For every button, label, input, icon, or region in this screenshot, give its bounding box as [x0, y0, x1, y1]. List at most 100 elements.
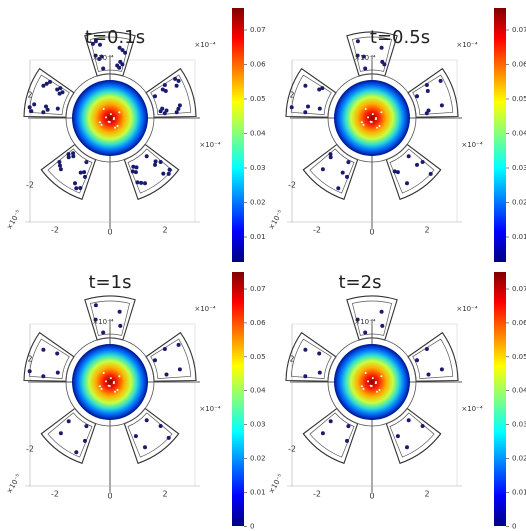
- particle: [380, 324, 384, 328]
- particle: [415, 94, 419, 98]
- axis-label: ×10⁻⁴: [461, 405, 482, 413]
- particle: [367, 116, 369, 118]
- particle: [290, 105, 294, 109]
- colorbar: [494, 272, 506, 526]
- particle: [153, 358, 157, 362]
- blade-inner: [151, 75, 191, 115]
- axis-label: ×10⁻⁴: [456, 41, 477, 49]
- panel: t=0.1s×10⁻⁴×10⁻⁴×10⁻⁴2-2-202×10⁻⁵0.070.0…: [5, 8, 266, 262]
- colorbar: [232, 8, 244, 262]
- particle: [101, 124, 103, 126]
- particle: [429, 172, 433, 176]
- particle: [303, 348, 307, 352]
- particle: [67, 419, 71, 423]
- colorbar-tick-label: 0.02: [512, 455, 526, 463]
- particle: [375, 382, 377, 384]
- colorbar: [232, 272, 244, 526]
- axis-label: -2: [26, 445, 34, 454]
- axis-label: 2: [289, 355, 294, 364]
- particle: [84, 424, 88, 428]
- particle: [415, 163, 419, 167]
- particle: [345, 439, 349, 443]
- particle: [380, 375, 382, 377]
- particle: [407, 418, 411, 422]
- axis-label: ×10⁻⁴: [92, 54, 113, 62]
- blade-inner: [291, 75, 331, 115]
- particle: [118, 375, 120, 377]
- blade-inner: [310, 149, 354, 193]
- particle: [303, 374, 307, 378]
- axis-label: 2: [27, 91, 32, 100]
- particle: [41, 348, 45, 352]
- particle: [123, 51, 127, 55]
- particle: [28, 369, 32, 373]
- particle: [114, 391, 116, 393]
- particle: [59, 431, 63, 435]
- particle: [367, 380, 369, 382]
- axis-label: -2: [313, 226, 321, 235]
- particle: [167, 172, 171, 176]
- particle: [346, 160, 350, 164]
- particle: [61, 90, 65, 94]
- particle: [363, 388, 365, 390]
- particle: [145, 154, 149, 158]
- particle: [440, 103, 444, 107]
- colorbar-tick-label: 0.07: [512, 26, 526, 34]
- particle: [439, 79, 443, 83]
- colorbar-tick-label: 0.04: [250, 387, 266, 395]
- particle: [99, 121, 101, 123]
- axis-label: 2: [424, 490, 429, 499]
- particle: [382, 62, 386, 66]
- particle: [168, 168, 172, 172]
- particle: [57, 160, 61, 164]
- particle: [173, 77, 177, 81]
- particle: [101, 331, 105, 335]
- colorbar-tick-label: 0.02: [512, 199, 526, 207]
- particle: [376, 391, 378, 393]
- particle: [58, 86, 62, 90]
- particle: [329, 152, 333, 156]
- colorbar-tick-label: 0.07: [250, 285, 266, 293]
- particle: [336, 186, 340, 190]
- axis-label: ×10⁻⁵: [5, 209, 23, 232]
- axis-label: -2: [288, 181, 296, 190]
- axis-label: 0: [107, 492, 112, 501]
- particle: [396, 434, 400, 438]
- particle: [165, 373, 169, 377]
- particle: [94, 303, 98, 307]
- colorbar-tick-label: 0.05: [250, 95, 266, 103]
- concentration-disc: [72, 80, 148, 156]
- particle: [74, 450, 78, 454]
- particle: [361, 385, 363, 387]
- colorbar-tick-label: 0.04: [512, 387, 526, 395]
- colorbar-tick-label: 0.05: [250, 353, 266, 361]
- particle: [131, 169, 135, 173]
- particle: [425, 83, 429, 87]
- colorbar-tick-label: 0.04: [512, 130, 526, 138]
- concentration-disc: [334, 344, 410, 420]
- particle: [372, 377, 374, 379]
- particle: [405, 181, 409, 185]
- particle: [405, 445, 409, 449]
- blade-inner: [29, 339, 69, 379]
- particle: [161, 88, 165, 92]
- colorbar-tick-label: 0.03: [512, 164, 526, 172]
- particle: [440, 367, 444, 371]
- particle: [103, 108, 105, 110]
- particle: [83, 439, 87, 443]
- particle: [101, 388, 103, 390]
- particle: [28, 105, 32, 109]
- particle: [380, 111, 382, 113]
- particle: [108, 385, 110, 387]
- panel-title: t=2s: [339, 272, 382, 293]
- particle: [370, 121, 372, 123]
- blade-inner: [413, 75, 453, 115]
- axis-label: -2: [288, 445, 296, 454]
- particle: [407, 154, 411, 158]
- axis-label: 2: [424, 226, 429, 235]
- axis-label: ×10⁻⁴: [194, 41, 215, 49]
- particle: [177, 79, 181, 83]
- particle: [178, 367, 182, 371]
- particle: [103, 372, 105, 374]
- particle: [361, 121, 363, 123]
